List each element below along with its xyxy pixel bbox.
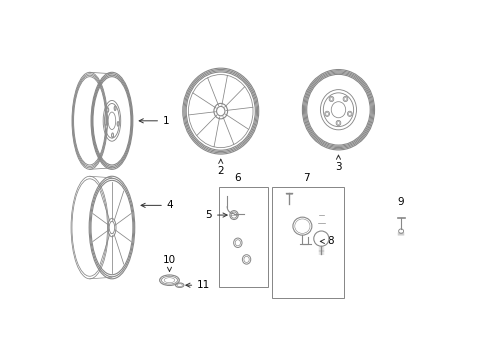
Ellipse shape — [343, 96, 348, 102]
Ellipse shape — [336, 120, 341, 126]
Bar — [219, 187, 268, 287]
Ellipse shape — [117, 121, 119, 126]
Ellipse shape — [105, 124, 107, 129]
Ellipse shape — [112, 133, 114, 138]
Ellipse shape — [325, 111, 329, 116]
Ellipse shape — [329, 96, 334, 102]
Text: 2: 2 — [218, 159, 224, 176]
Text: 4: 4 — [141, 201, 173, 210]
Text: 1: 1 — [139, 116, 170, 126]
Ellipse shape — [107, 108, 109, 112]
Text: 3: 3 — [335, 155, 342, 172]
Text: 7: 7 — [303, 173, 310, 183]
Text: 8: 8 — [320, 237, 334, 246]
Text: 9: 9 — [398, 197, 404, 207]
Ellipse shape — [114, 106, 116, 111]
Ellipse shape — [347, 111, 352, 116]
Text: 11: 11 — [186, 280, 210, 290]
Text: 5: 5 — [205, 210, 227, 220]
Text: 10: 10 — [163, 255, 176, 271]
Text: 6: 6 — [235, 173, 241, 183]
Bar — [272, 187, 344, 298]
